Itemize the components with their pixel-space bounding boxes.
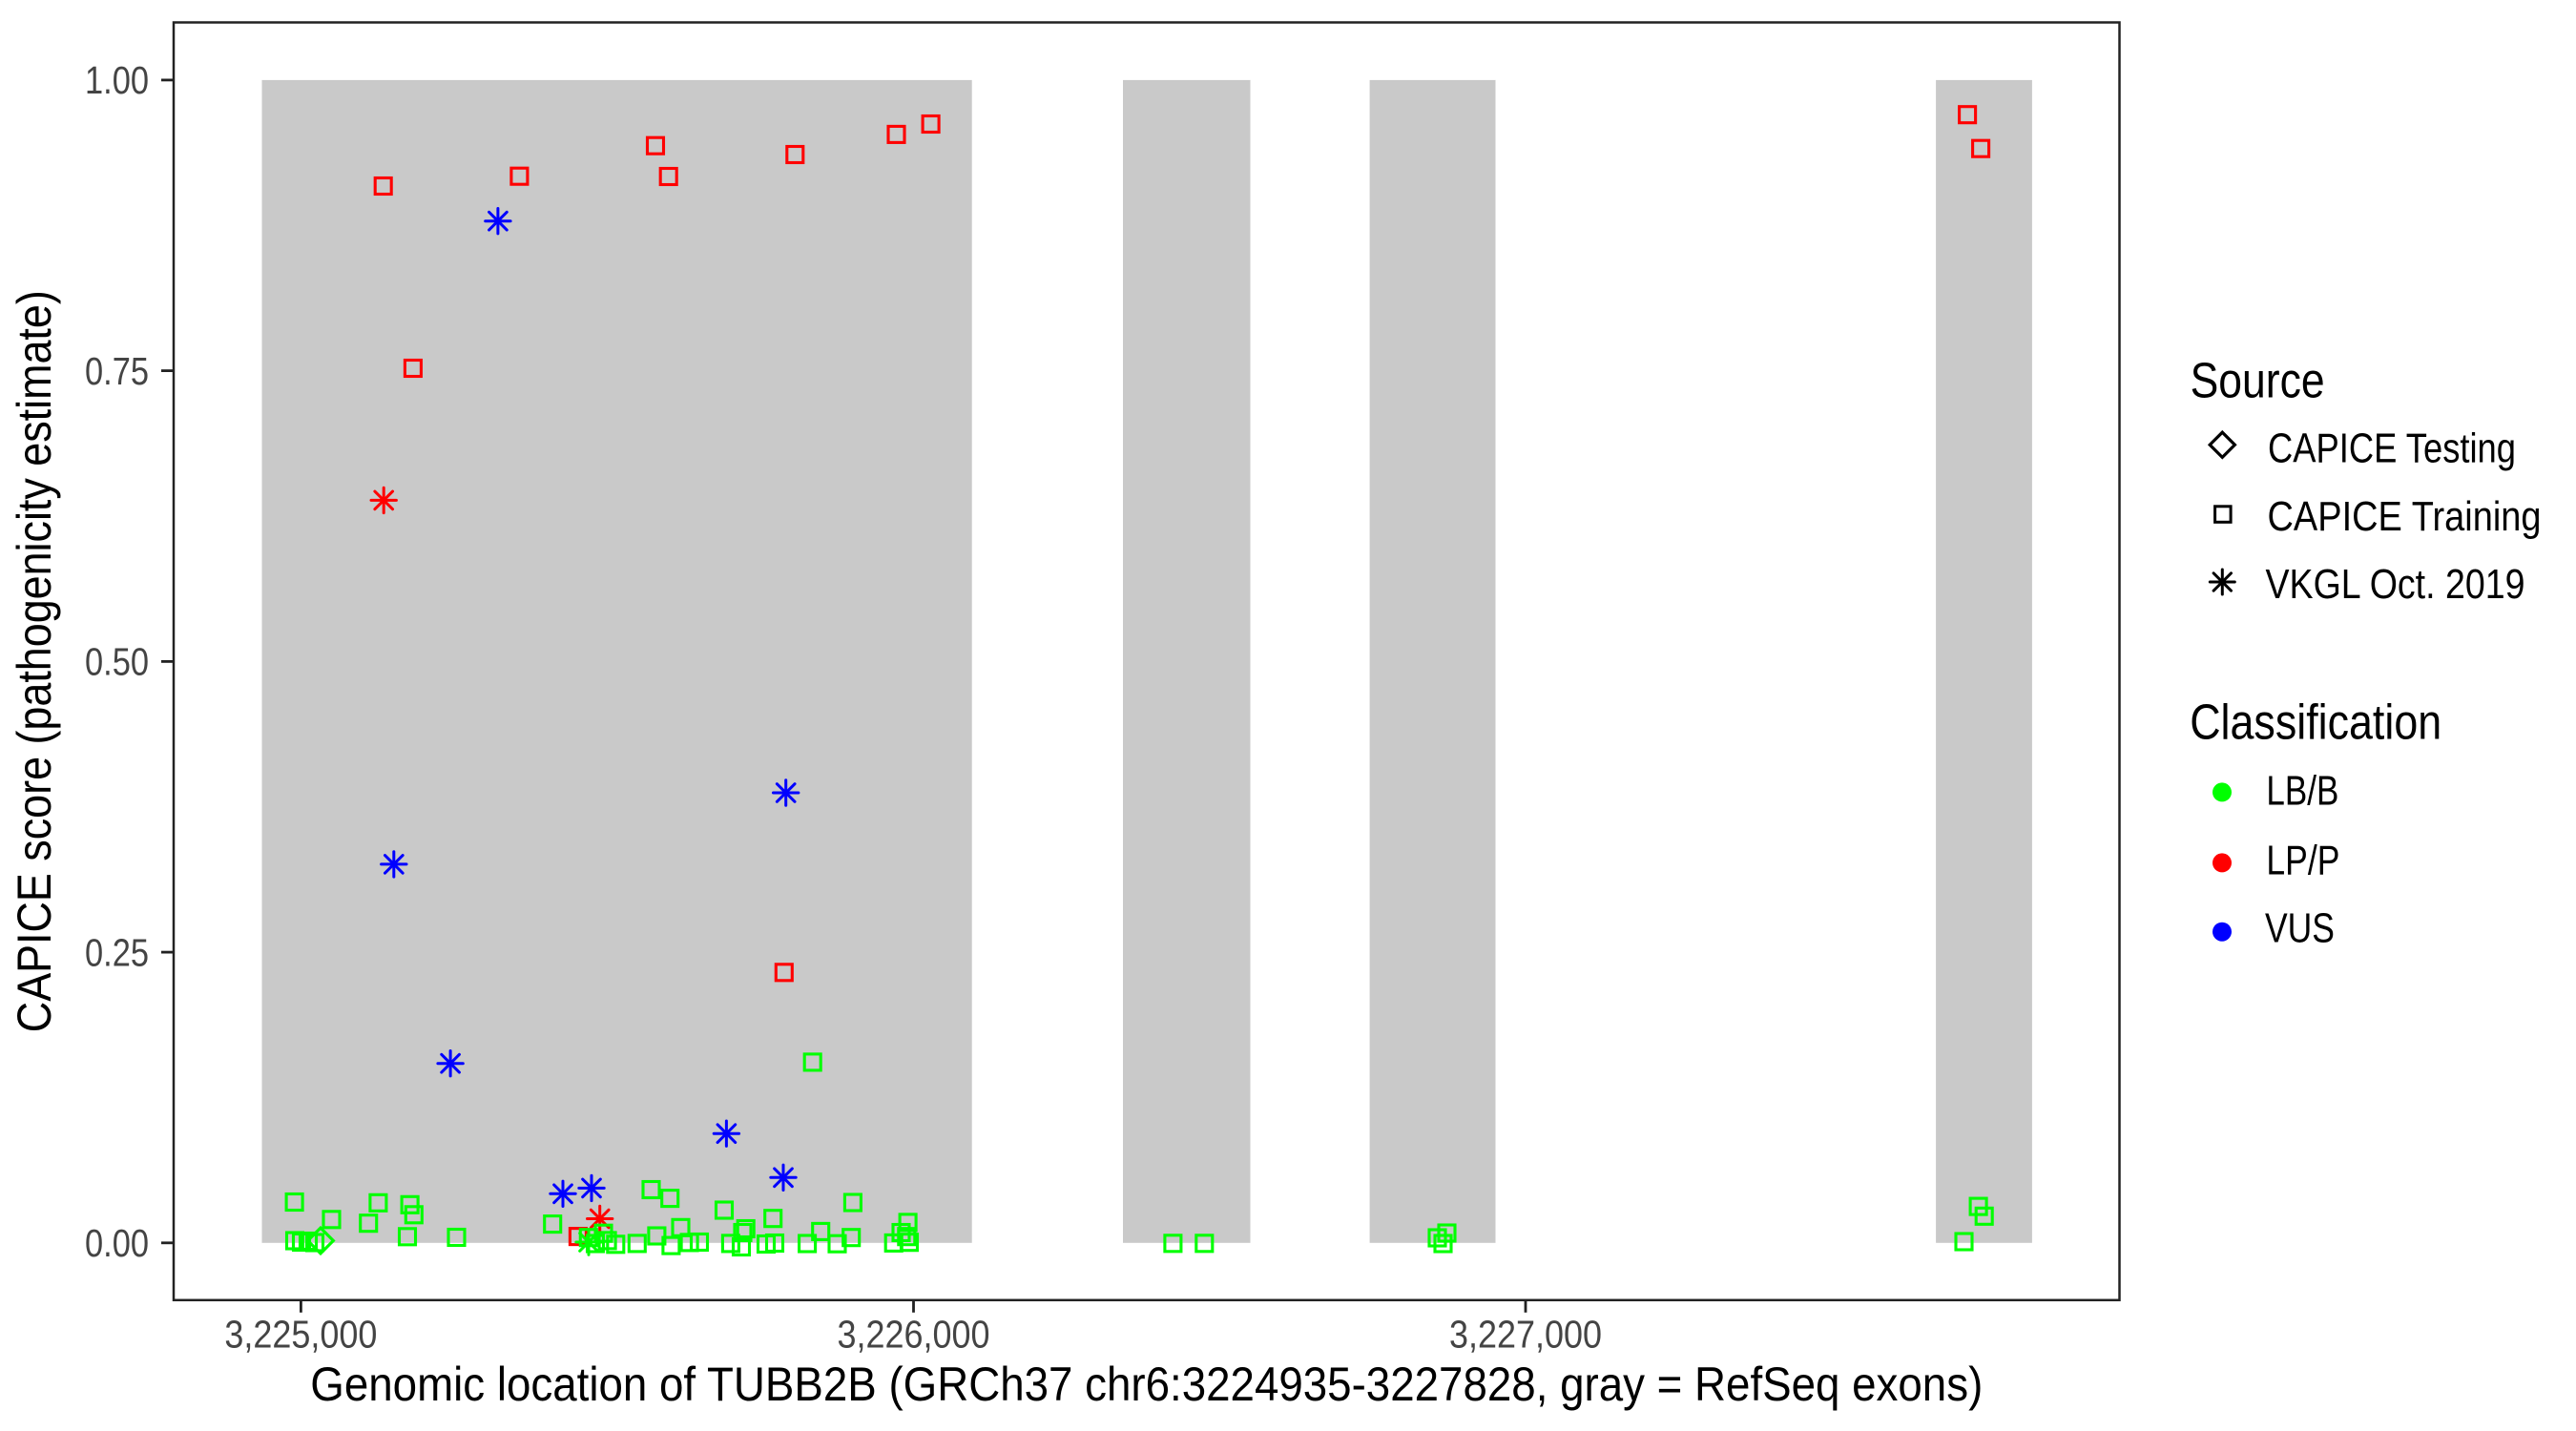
svg-text:Source: Source xyxy=(2191,354,2325,409)
svg-text:Genomic location of TUBB2B (GR: Genomic location of TUBB2B (GRCh37 chr6:… xyxy=(310,1358,1983,1411)
svg-text:0.00: 0.00 xyxy=(85,1221,149,1265)
svg-text:0.50: 0.50 xyxy=(85,640,149,684)
svg-text:VKGL Oct. 2019: VKGL Oct. 2019 xyxy=(2266,561,2525,608)
svg-text:VUS: VUS xyxy=(2265,904,2335,951)
svg-text:0.75: 0.75 xyxy=(85,349,149,393)
svg-text:3,226,000: 3,226,000 xyxy=(838,1313,990,1357)
svg-text:CAPICE score (pathogenicity es: CAPICE score (pathogenicity estimate) xyxy=(8,290,61,1032)
svg-text:LP/P: LP/P xyxy=(2266,838,2339,884)
svg-text:0.25: 0.25 xyxy=(85,930,149,974)
svg-text:LB/B: LB/B xyxy=(2266,767,2338,814)
svg-text:3,225,000: 3,225,000 xyxy=(224,1313,377,1357)
svg-text:CAPICE Testing: CAPICE Testing xyxy=(2268,425,2516,472)
svg-text:CAPICE Training: CAPICE Training xyxy=(2268,493,2542,540)
svg-text:3,227,000: 3,227,000 xyxy=(1449,1313,1602,1357)
svg-text:Classification: Classification xyxy=(2190,695,2441,750)
svg-text:1.00: 1.00 xyxy=(85,58,149,102)
